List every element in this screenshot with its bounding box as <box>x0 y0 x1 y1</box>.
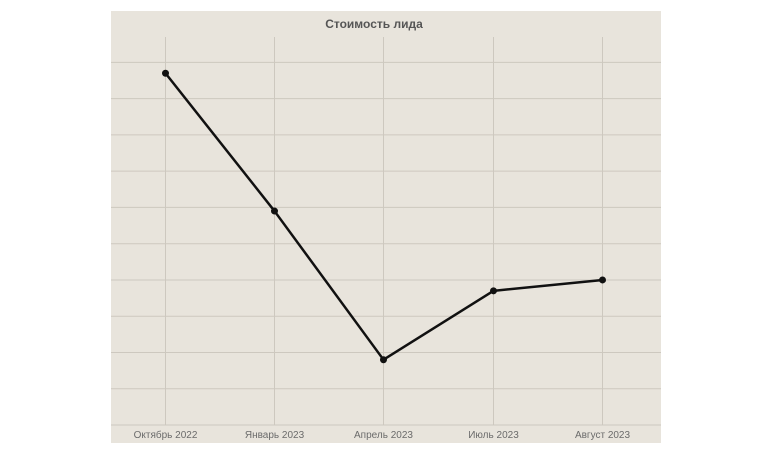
grid-layer <box>111 37 661 426</box>
x-axis-ticks: Октябрь 2022 Январь 2023 Апрель 2023 Июль 2… <box>134 429 631 441</box>
data-point <box>490 287 497 295</box>
line-chart: Стоимость лида Октябрь 2022 Январь 2023 Ап… <box>111 17 661 441</box>
x-tick-label: Июль 2023 <box>468 430 519 441</box>
chart-title: Стоимость лида <box>325 17 423 31</box>
data-point <box>162 69 169 77</box>
chart-panel: Стоимость лида Октябрь 2022 Январь 2023 Ап… <box>111 11 661 443</box>
x-tick-label: Январь 2023 <box>245 430 305 441</box>
data-point <box>271 207 278 215</box>
data-point <box>380 356 387 364</box>
x-tick-label: Август 2023 <box>575 430 631 441</box>
x-tick-label: Апрель 2023 <box>354 430 413 441</box>
data-point <box>599 276 606 284</box>
x-tick-label: Октябрь 2022 <box>134 429 198 441</box>
series-layer <box>162 69 606 364</box>
